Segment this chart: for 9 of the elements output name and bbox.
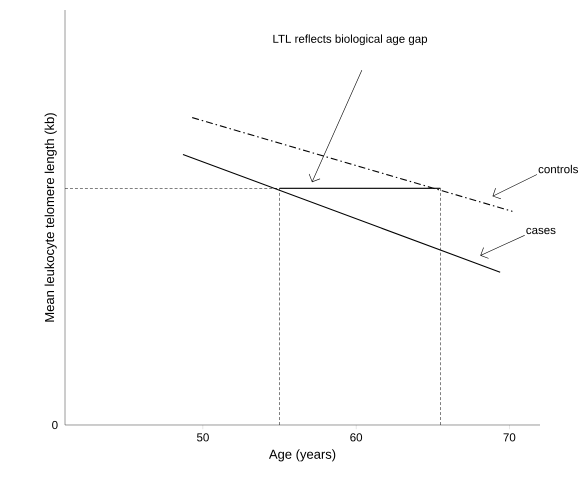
text: LTL reflects biological age gap	[273, 34, 428, 46]
x-tick-label: 70	[504, 433, 516, 442]
y-axis-title: Mean leukocyte telomere length (kb)	[44, 113, 57, 322]
x-axis-title: Age (years)	[268, 449, 336, 462]
x-tick-label: 50	[196, 433, 209, 442]
x-tick-label: 60	[350, 433, 362, 442]
text: 0	[52, 420, 58, 430]
text: cases	[526, 228, 556, 234]
text: controls	[538, 164, 578, 174]
